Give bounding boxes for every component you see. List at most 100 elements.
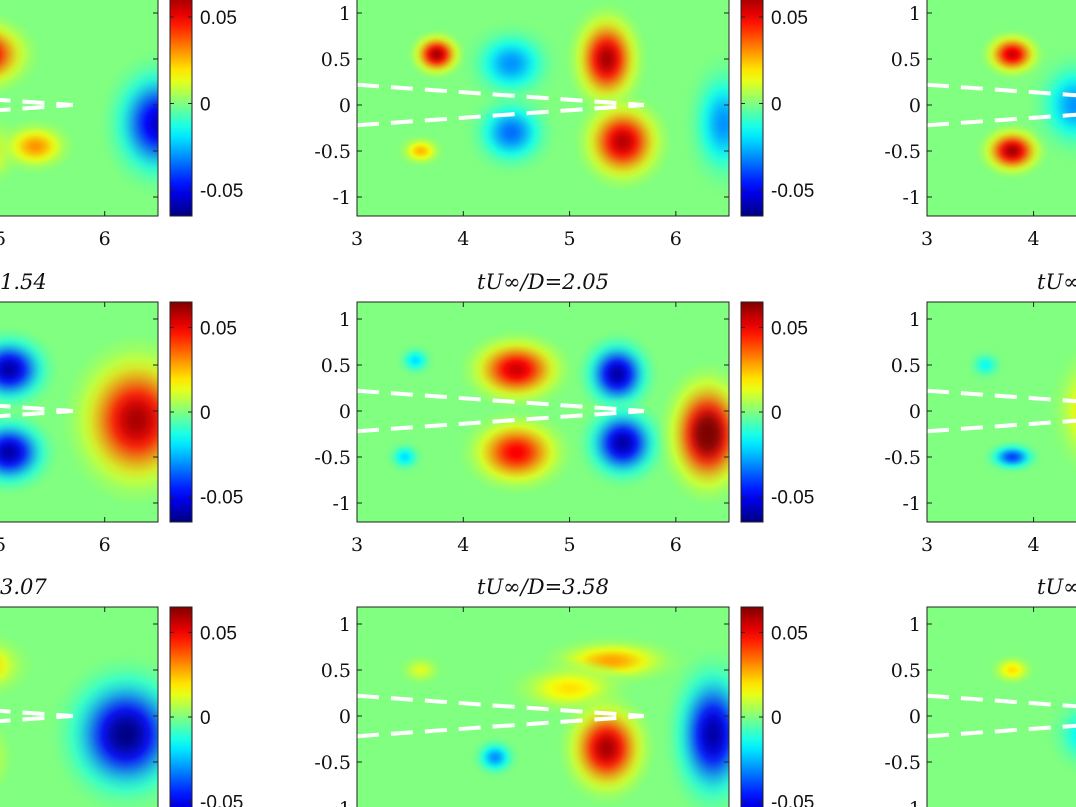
contour-blob	[965, 347, 1007, 383]
y-tick-label: -1	[902, 187, 921, 209]
dashed-line	[0, 409, 73, 419]
x-tick-label: 3	[351, 228, 363, 250]
panel-r0-c2: 1 0.5 0 -0.5 -13 4	[884, 0, 1076, 250]
contour-blob	[456, 328, 576, 411]
colorbar-tick-label: 0.05	[200, 623, 237, 644]
colorbar-tick-label: -0.05	[200, 488, 243, 509]
panel-r0-c0: 65	[0, 0, 159, 250]
panel-title: tU∞	[1037, 270, 1076, 294]
colorbar-tick-label: 0	[771, 95, 782, 116]
y-tick-label: -0.5	[884, 141, 921, 163]
colorbar: 0.05 0 -0.05	[169, 606, 243, 807]
y-tick-label: 1	[909, 3, 921, 25]
contour-blob	[974, 121, 1050, 181]
panel-r1-c1: 1 0.5 0 -0.5 -13 4 5 6	[314, 301, 730, 556]
panel-r2-c1: 1 0.5 0 -0.5 -1	[314, 606, 730, 807]
dashed-line	[927, 693, 1076, 709]
contour-field	[0, 607, 158, 807]
y-tick-label: -0.5	[314, 752, 351, 774]
y-tick-label: -0.5	[884, 752, 921, 774]
colorbar-gradient	[740, 0, 764, 217]
dashed-line	[927, 112, 1076, 128]
contour-blob	[574, 330, 660, 419]
y-tick-label: 0.5	[891, 660, 921, 682]
panel-title: tU∞/D=2.05	[477, 270, 609, 294]
x-tick-label: 4	[1028, 228, 1040, 250]
colorbar-tick-label: 0	[200, 708, 211, 729]
x-tick-label: 4	[457, 534, 469, 556]
panel-r1-c2: 1 0.5 0 -0.5 -13 4	[884, 301, 1076, 556]
colorbar-tick-label: 0	[200, 95, 211, 116]
contour-blob	[0, 12, 42, 97]
contour-field	[0, 302, 158, 522]
colorbar-gradient	[169, 606, 193, 807]
contour-blob	[986, 652, 1038, 688]
dashed-line	[0, 103, 73, 113]
colorbar-tick-label: -0.05	[771, 793, 814, 807]
dashed-line	[357, 714, 645, 739]
dashed-line	[357, 693, 645, 718]
background-field	[927, 607, 1076, 807]
contour-blob	[59, 331, 158, 509]
dashed-line	[357, 82, 645, 107]
contour-blob	[978, 27, 1047, 81]
x-tick-label: 5	[564, 228, 576, 250]
x-tick-label: 5	[564, 534, 576, 556]
colorbar-tick-label: -0.05	[200, 793, 243, 807]
y-tick-label: -0.5	[884, 447, 921, 469]
dashed-line	[927, 388, 1076, 404]
y-tick-label: 0	[339, 401, 351, 423]
plot-frame	[926, 0, 1076, 217]
contour-field	[357, 302, 729, 522]
colorbar: 0.05 0 -0.05	[169, 0, 243, 217]
panel-title: tU∞	[1037, 575, 1076, 599]
colorbar-tick-label: -0.05	[771, 181, 814, 202]
panel-r2-c2: 1 0.5 0 -0.5 -1	[884, 606, 1076, 807]
y-tick-label: -0.5	[314, 447, 351, 469]
contour-blob	[406, 27, 468, 81]
contour-blob	[384, 439, 426, 475]
x-tick-label-partial: 5	[0, 228, 6, 250]
dashed-line	[357, 409, 645, 434]
contour-blob	[460, 19, 563, 108]
plot-frame	[356, 606, 730, 807]
contour-blob	[1046, 344, 1076, 478]
y-tick-label: 0.5	[891, 355, 921, 377]
plot-frame	[0, 301, 159, 523]
y-tick-label: 0	[909, 95, 921, 117]
colorbar-tick-label: 0.05	[771, 8, 808, 29]
y-tick-label: -1	[332, 493, 351, 515]
panel-r0-c1: 1 0.5 0 -0.5 -13 4 5 6	[314, 0, 730, 250]
y-tick-label: 0	[339, 95, 351, 117]
contour-blob	[981, 439, 1043, 475]
plot-frame	[926, 606, 1076, 807]
y-tick-label: 0.5	[321, 660, 351, 682]
y-tick-label: 0.5	[321, 49, 351, 71]
contour-field	[357, 607, 729, 807]
x-tick-label: 3	[921, 228, 933, 250]
contour-blob	[456, 408, 576, 497]
y-tick-label: -1	[332, 187, 351, 209]
colorbar-gradient	[169, 0, 193, 217]
dashed-line	[0, 403, 73, 413]
dashed-line	[357, 388, 645, 413]
x-tick-label-partial: 5	[0, 534, 6, 556]
colorbar-tick-label: 0.05	[200, 8, 237, 29]
x-tick-label: 4	[1028, 534, 1040, 556]
contour-blob	[469, 735, 521, 780]
colorbar: 0.05 0 -0.05	[169, 301, 243, 523]
y-tick-label: 1	[339, 3, 351, 25]
colorbar-tick-label: -0.05	[200, 181, 243, 202]
contour-blob	[0, 408, 60, 497]
contour-blob	[564, 0, 650, 118]
y-tick-label: 0	[339, 706, 351, 728]
contour-blob	[0, 723, 16, 792]
contour-blob	[49, 653, 158, 807]
x-tick-label: 3	[351, 534, 363, 556]
contour-blob	[395, 652, 447, 688]
panel-r2-c0	[0, 606, 159, 807]
colorbar-gradient	[740, 606, 764, 807]
x-tick-label: 4	[457, 228, 469, 250]
contour-blob	[662, 646, 729, 807]
